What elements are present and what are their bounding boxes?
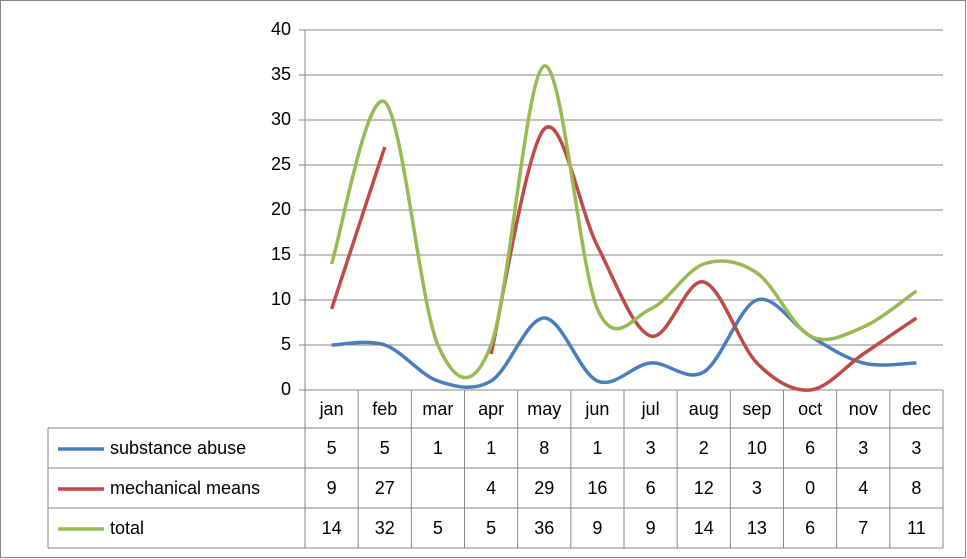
table-value: 14: [322, 518, 342, 538]
table-value: 9: [592, 518, 602, 538]
table-value: 0: [805, 478, 815, 498]
table-value: 5: [486, 518, 496, 538]
table-value: 3: [646, 438, 656, 458]
table-value: 7: [858, 518, 868, 538]
table-value: 6: [805, 438, 815, 458]
table-value: 9: [646, 518, 656, 538]
x-tick-label: may: [527, 399, 561, 419]
x-tick-label: sep: [742, 399, 771, 419]
x-tick-label: jun: [584, 399, 609, 419]
table-value: 5: [433, 518, 443, 538]
x-tick-label: mar: [422, 399, 453, 419]
table-value: 8: [911, 478, 921, 498]
y-tick-label: 35: [271, 64, 291, 84]
table-value: 1: [592, 438, 602, 458]
legend-label: mechanical means: [110, 478, 260, 498]
table-value: 2: [699, 438, 709, 458]
table-value: 29: [534, 478, 554, 498]
table-value: 1: [486, 438, 496, 458]
table-value: 13: [747, 518, 767, 538]
table-value: 3: [752, 478, 762, 498]
table-value: 16: [587, 478, 607, 498]
table-value: 4: [858, 478, 868, 498]
y-tick-label: 30: [271, 109, 291, 129]
x-tick-label: feb: [372, 399, 397, 419]
series-line: [329, 64, 918, 380]
table-value: 6: [805, 518, 815, 538]
table-value: 5: [380, 438, 390, 458]
y-tick-label: 0: [281, 379, 291, 399]
legend-label: substance abuse: [110, 438, 246, 458]
table-value: 3: [911, 438, 921, 458]
table-value: 14: [694, 518, 714, 538]
y-tick-label: 15: [271, 244, 291, 264]
table-value: 36: [534, 518, 554, 538]
x-tick-label: jul: [641, 399, 660, 419]
table-value: 4: [486, 478, 496, 498]
table-value: 5: [327, 438, 337, 458]
table-value: 12: [694, 478, 714, 498]
table-value: 11: [907, 518, 926, 538]
x-tick-label: dec: [902, 399, 931, 419]
table-value: 8: [539, 438, 549, 458]
table-value: 6: [646, 478, 656, 498]
y-tick-label: 40: [271, 19, 291, 39]
table-value: 32: [375, 518, 395, 538]
x-tick-label: oct: [798, 399, 822, 419]
legend-label: total: [110, 518, 144, 538]
y-tick-label: 5: [281, 334, 291, 354]
y-tick-label: 25: [271, 154, 291, 174]
table-value: 3: [858, 438, 868, 458]
series-line: [329, 125, 918, 392]
y-tick-label: 10: [271, 289, 291, 309]
table-value: 1: [433, 438, 443, 458]
table-value: 27: [375, 478, 395, 498]
x-tick-label: apr: [478, 399, 504, 419]
y-tick-label: 20: [271, 199, 291, 219]
x-tick-label: aug: [689, 399, 719, 419]
x-tick-label: jan: [319, 399, 344, 419]
table-value: 9: [327, 478, 337, 498]
x-tick-label: nov: [849, 399, 878, 419]
table-value: 10: [747, 438, 767, 458]
